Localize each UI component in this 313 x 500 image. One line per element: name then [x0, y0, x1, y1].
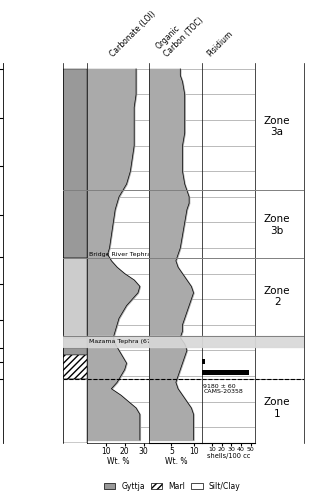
Bar [63, 356, 87, 378]
Bar [87, 336, 149, 346]
Bar [63, 378, 87, 442]
Bar [255, 336, 304, 346]
Text: Carbonate (LOI): Carbonate (LOI) [109, 10, 158, 58]
Y-axis label: Core Length (cm): Core Length (cm) [131, 220, 139, 286]
Text: Zone
2: Zone 2 [264, 286, 290, 308]
Bar [203, 336, 255, 346]
Bar [63, 258, 87, 338]
Text: Mazama Tephra (6730 BP): Mazama Tephra (6730 BP) [89, 339, 171, 344]
Text: Zone
3b: Zone 3b [264, 214, 290, 236]
Text: Bridge River Tephra (2400 BP): Bridge River Tephra (2400 BP) [89, 252, 183, 257]
Text: Pisidium: Pisidium [205, 30, 234, 58]
Bar [63, 336, 87, 346]
Text: Organic
Carbon (TOC): Organic Carbon (TOC) [155, 8, 205, 58]
Bar [63, 348, 87, 356]
Bar [149, 336, 203, 346]
Bar [203, 370, 249, 374]
Bar [63, 69, 87, 258]
Bar [63, 338, 87, 348]
Bar [203, 360, 205, 364]
Text: Zone
1: Zone 1 [264, 397, 290, 419]
Text: 9180 ± 60
CAMS-20358: 9180 ± 60 CAMS-20358 [203, 384, 243, 394]
X-axis label: Wt. %: Wt. % [107, 457, 129, 466]
X-axis label: Wt. %: Wt. % [165, 457, 187, 466]
Text: Zone
3a: Zone 3a [264, 116, 290, 138]
Legend: Gyttja, Marl, Silt/Clay: Gyttja, Marl, Silt/Clay [100, 478, 244, 494]
X-axis label: shells/100 cc: shells/100 cc [207, 453, 251, 459]
